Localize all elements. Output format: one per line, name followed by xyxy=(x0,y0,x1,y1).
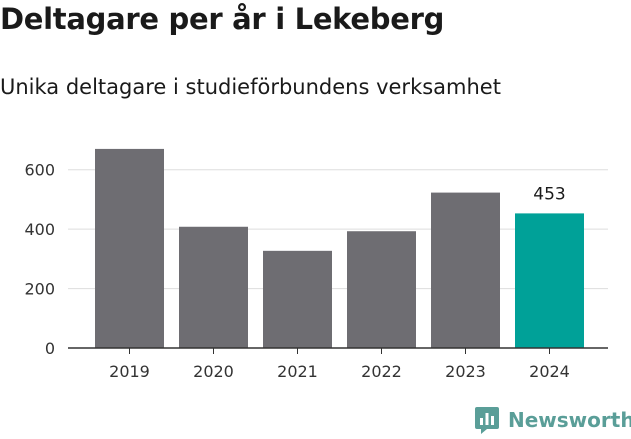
brand-name: Newsworthy xyxy=(508,408,631,432)
data-label-2024: 453 xyxy=(533,184,565,204)
x-tick-label-2024: 2024 xyxy=(529,362,570,381)
x-axis-ticks: 2019 2020 2021 2022 2023 2024 xyxy=(109,348,570,381)
bar-2019 xyxy=(95,148,164,348)
x-tick-label-2020: 2020 xyxy=(193,362,234,381)
page-title: Deltagare per år i Lekeberg xyxy=(0,2,445,36)
y-tick-label: 600 xyxy=(24,161,55,180)
bar-2020 xyxy=(179,226,248,348)
data-labels: 453 xyxy=(533,184,565,204)
y-tick-label: 200 xyxy=(24,280,55,299)
bars xyxy=(95,148,584,348)
bar-2021 xyxy=(263,250,332,348)
bar-2023 xyxy=(431,192,500,348)
bar-2024 xyxy=(515,213,584,348)
brand: Newsworthy xyxy=(474,405,631,435)
y-tick-label: 400 xyxy=(24,220,55,239)
bar-2022 xyxy=(347,231,416,348)
x-tick-label-2021: 2021 xyxy=(277,362,318,381)
y-axis-ticks: 0 200 400 600 xyxy=(24,161,55,358)
x-tick-label-2022: 2022 xyxy=(361,362,402,381)
x-tick-label-2023: 2023 xyxy=(445,362,486,381)
page-subtitle: Unika deltagare i studieförbundens verks… xyxy=(0,75,501,99)
newsworthy-logo-icon xyxy=(475,407,499,434)
y-tick-label: 0 xyxy=(45,339,55,358)
x-tick-label-2019: 2019 xyxy=(109,362,150,381)
